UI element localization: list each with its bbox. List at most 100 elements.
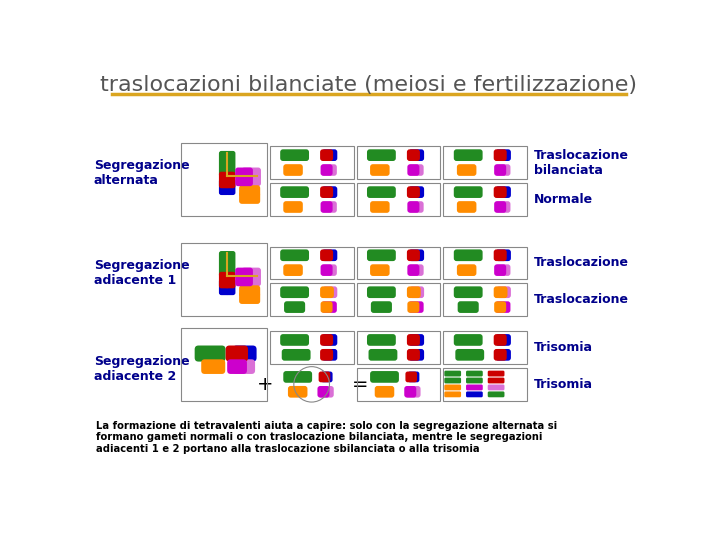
Bar: [270, 146, 354, 179]
FancyBboxPatch shape: [454, 249, 482, 261]
FancyBboxPatch shape: [409, 334, 424, 346]
FancyBboxPatch shape: [219, 172, 229, 188]
FancyBboxPatch shape: [454, 286, 482, 298]
FancyBboxPatch shape: [320, 349, 333, 361]
FancyBboxPatch shape: [280, 149, 309, 161]
FancyBboxPatch shape: [322, 149, 337, 161]
FancyBboxPatch shape: [454, 149, 482, 161]
Text: Segregazione
adiacente 2: Segregazione adiacente 2: [94, 355, 189, 383]
FancyBboxPatch shape: [494, 334, 507, 346]
FancyBboxPatch shape: [228, 359, 247, 374]
FancyBboxPatch shape: [283, 201, 303, 213]
FancyBboxPatch shape: [495, 334, 511, 346]
FancyBboxPatch shape: [320, 286, 334, 298]
FancyBboxPatch shape: [444, 392, 461, 397]
FancyBboxPatch shape: [242, 274, 261, 286]
FancyBboxPatch shape: [320, 301, 333, 313]
FancyBboxPatch shape: [242, 167, 261, 179]
FancyBboxPatch shape: [242, 268, 261, 279]
FancyBboxPatch shape: [494, 349, 507, 361]
Bar: [444, 368, 527, 401]
FancyBboxPatch shape: [225, 151, 235, 177]
Bar: [356, 284, 441, 316]
FancyBboxPatch shape: [280, 286, 309, 298]
FancyBboxPatch shape: [458, 301, 479, 313]
FancyBboxPatch shape: [320, 164, 333, 176]
FancyBboxPatch shape: [409, 349, 424, 361]
FancyBboxPatch shape: [367, 186, 396, 198]
FancyBboxPatch shape: [283, 371, 312, 383]
FancyBboxPatch shape: [495, 249, 511, 261]
FancyBboxPatch shape: [280, 186, 309, 198]
FancyBboxPatch shape: [280, 249, 309, 261]
FancyBboxPatch shape: [367, 286, 396, 298]
FancyBboxPatch shape: [219, 272, 229, 288]
FancyBboxPatch shape: [374, 386, 395, 397]
FancyBboxPatch shape: [225, 272, 235, 288]
Bar: [270, 247, 354, 279]
Text: traslocazioni bilanciate (meiosi e fertilizzazione): traslocazioni bilanciate (meiosi e ferti…: [101, 75, 637, 95]
FancyBboxPatch shape: [219, 151, 229, 177]
Text: Trisomia: Trisomia: [534, 378, 593, 391]
Bar: [181, 143, 266, 215]
FancyBboxPatch shape: [494, 286, 508, 298]
FancyBboxPatch shape: [280, 334, 309, 346]
FancyBboxPatch shape: [367, 334, 396, 346]
FancyBboxPatch shape: [444, 377, 461, 383]
FancyBboxPatch shape: [457, 201, 477, 213]
FancyBboxPatch shape: [404, 386, 416, 397]
FancyBboxPatch shape: [322, 301, 337, 313]
Bar: [270, 184, 354, 215]
FancyBboxPatch shape: [408, 164, 423, 176]
FancyBboxPatch shape: [239, 292, 260, 304]
FancyBboxPatch shape: [408, 301, 419, 313]
FancyBboxPatch shape: [319, 372, 330, 382]
Bar: [356, 146, 441, 179]
FancyBboxPatch shape: [320, 149, 333, 161]
Text: Trisomia: Trisomia: [534, 341, 593, 354]
FancyBboxPatch shape: [284, 301, 305, 313]
FancyBboxPatch shape: [219, 251, 229, 278]
FancyBboxPatch shape: [444, 370, 461, 376]
FancyBboxPatch shape: [225, 172, 235, 188]
FancyBboxPatch shape: [283, 164, 303, 176]
Bar: [444, 284, 527, 316]
FancyBboxPatch shape: [495, 349, 511, 361]
Bar: [444, 247, 527, 279]
FancyBboxPatch shape: [367, 249, 396, 261]
FancyBboxPatch shape: [194, 346, 225, 362]
FancyBboxPatch shape: [494, 149, 507, 161]
Bar: [444, 331, 527, 363]
FancyBboxPatch shape: [494, 265, 506, 276]
Text: Traslocazione
bilanciata: Traslocazione bilanciata: [534, 148, 629, 177]
FancyBboxPatch shape: [371, 301, 392, 313]
FancyBboxPatch shape: [201, 359, 225, 374]
Text: Traslocazione: Traslocazione: [534, 256, 629, 269]
FancyBboxPatch shape: [454, 186, 482, 198]
FancyBboxPatch shape: [318, 386, 330, 397]
FancyBboxPatch shape: [409, 186, 424, 198]
FancyBboxPatch shape: [487, 377, 505, 383]
FancyBboxPatch shape: [405, 386, 420, 397]
FancyBboxPatch shape: [320, 201, 333, 213]
FancyBboxPatch shape: [370, 201, 390, 213]
FancyBboxPatch shape: [495, 301, 510, 313]
FancyBboxPatch shape: [408, 265, 419, 276]
FancyBboxPatch shape: [283, 264, 303, 276]
FancyBboxPatch shape: [319, 386, 334, 397]
Bar: [444, 184, 527, 215]
FancyBboxPatch shape: [235, 167, 253, 179]
FancyBboxPatch shape: [494, 186, 507, 198]
FancyBboxPatch shape: [322, 349, 337, 361]
FancyBboxPatch shape: [321, 372, 333, 382]
FancyBboxPatch shape: [408, 301, 423, 313]
FancyBboxPatch shape: [407, 149, 420, 161]
FancyBboxPatch shape: [408, 372, 419, 382]
FancyBboxPatch shape: [487, 392, 505, 397]
FancyBboxPatch shape: [495, 186, 511, 198]
FancyBboxPatch shape: [370, 164, 390, 176]
Text: Segregazione
adiacente 1: Segregazione adiacente 1: [94, 259, 189, 287]
FancyBboxPatch shape: [323, 286, 337, 298]
FancyBboxPatch shape: [408, 164, 419, 176]
FancyBboxPatch shape: [408, 201, 419, 213]
